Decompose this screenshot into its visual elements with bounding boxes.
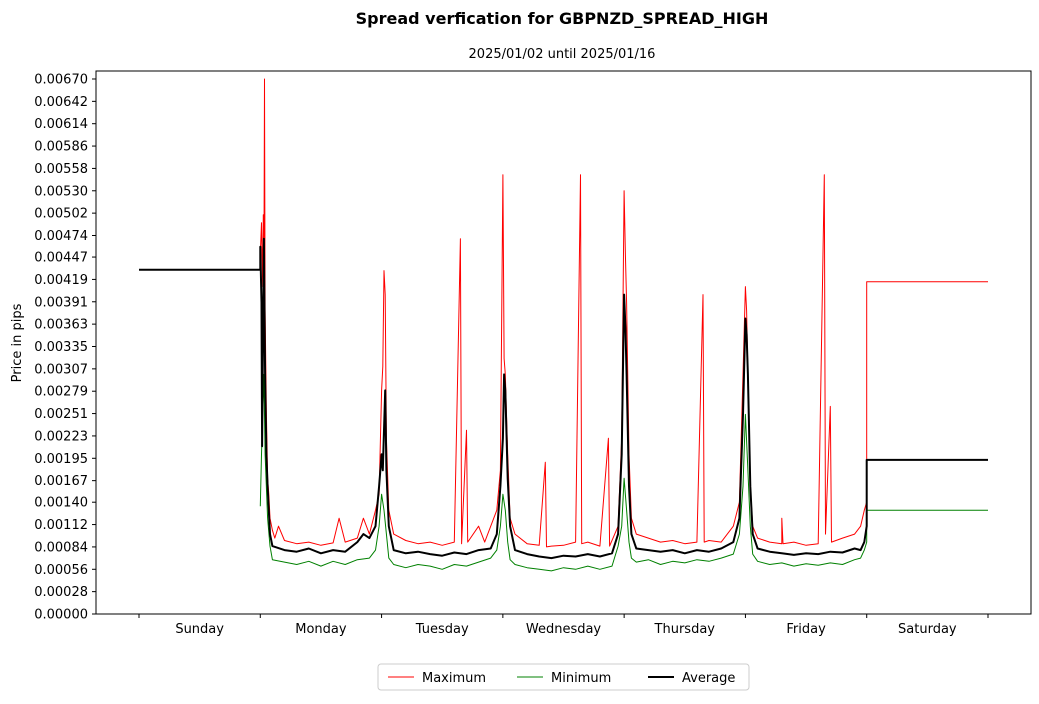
y-axis-label: Price in pips [10, 303, 25, 382]
y-tick-label: 0.00530 [34, 184, 88, 199]
series-line-minimum [259, 373, 988, 572]
y-tick-label: 0.00028 [34, 585, 88, 600]
legend-label-average: Average [682, 671, 735, 686]
legend-box [377, 663, 750, 691]
y-tick-label: 0.00056 [34, 563, 88, 578]
x-tick-label: Sunday [175, 622, 224, 637]
plot-frame [95, 70, 1032, 615]
y-tick-label: 0.00363 [34, 318, 88, 333]
plot-area [139, 78, 988, 572]
y-tick-label: 0.00447 [34, 251, 88, 266]
y-tick-label: 0.00335 [34, 340, 88, 355]
y-tick-label: 0.00223 [34, 429, 88, 444]
legend-label-minimum: Minimum [551, 671, 611, 686]
y-tick-label: 0.00000 [34, 608, 88, 623]
y-tick-label: 0.00140 [34, 496, 88, 511]
y-tick-label: 0.00586 [34, 140, 88, 155]
y-tick-label: 0.00307 [34, 362, 88, 377]
y-tick-label: 0.00502 [34, 207, 88, 222]
series-line-average [139, 237, 988, 560]
y-tick-label: 0.00084 [34, 540, 88, 555]
x-tick-label: Wednesday [526, 622, 602, 637]
y-tick-label: 0.00419 [34, 273, 88, 288]
legend-label-maximum: Maximum [422, 671, 486, 686]
x-tick-label: Monday [295, 622, 347, 637]
chart-subtitle: 2025/01/02 until 2025/01/16 [469, 47, 656, 62]
y-tick-label: 0.00391 [34, 295, 88, 310]
chart-title: Spread verfication for GBPNZD_SPREAD_HIG… [356, 9, 769, 28]
y-tick-label: 0.00167 [34, 474, 88, 489]
y-tick-label: 0.00474 [34, 229, 88, 244]
x-tick-label: Friday [786, 622, 826, 637]
y-tick-label: 0.00670 [34, 72, 88, 87]
y-tick-label: 0.00279 [34, 385, 88, 400]
x-tick-label: Thursday [654, 622, 716, 637]
y-tick-label: 0.00614 [34, 117, 88, 132]
y-tick-label: 0.00112 [34, 518, 88, 533]
y-tick-label: 0.00558 [34, 162, 88, 177]
axes: 0.00000 0.00028 0.00056 0.00084 0.00112 0.001… [34, 70, 1032, 637]
y-tick-label: 0.00642 [34, 95, 88, 110]
legend: Maximum Minimum Average [377, 663, 750, 691]
y-tick-label: 0.00195 [34, 452, 88, 467]
x-tick-label: Saturday [898, 622, 957, 637]
y-tick-label: 0.00251 [34, 407, 88, 422]
series-line-maximum [259, 78, 988, 548]
x-tick-label: Tuesday [415, 622, 469, 637]
